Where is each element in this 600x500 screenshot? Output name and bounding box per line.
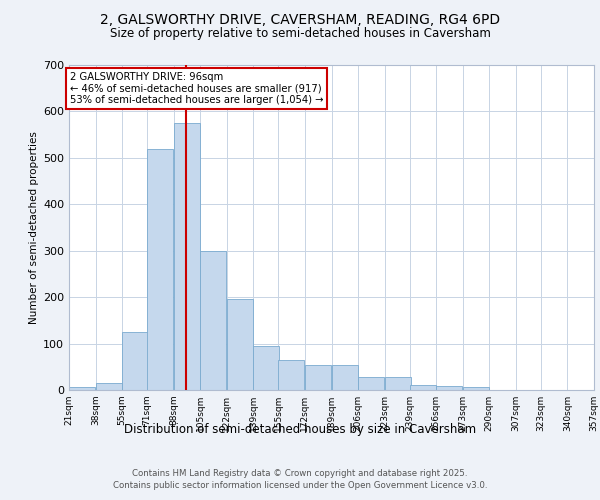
Bar (173, 123, 200, 390)
Y-axis label: Number of semi-detached properties: Number of semi-detached properties (29, 131, 39, 324)
Text: 2, GALSWORTHY DRIVE, CAVERSHAM, READING, RG4 6PD: 2, GALSWORTHY DRIVE, CAVERSHAM, READING,… (100, 12, 500, 26)
Bar (436, 386, 462, 390)
Bar (463, 387, 489, 390)
Bar (253, 346, 280, 390)
Bar (358, 378, 384, 390)
Text: Size of property relative to semi-detached houses in Caversham: Size of property relative to semi-detach… (110, 28, 490, 40)
Bar (147, 148, 173, 390)
Bar (69, 387, 95, 390)
Text: Contains HM Land Registry data © Crown copyright and database right 2025.: Contains HM Land Registry data © Crown c… (132, 469, 468, 478)
Bar (305, 365, 331, 390)
Bar (95, 383, 122, 390)
Bar (385, 377, 411, 390)
Text: 2 GALSWORTHY DRIVE: 96sqm
← 46% of semi-detached houses are smaller (917)
53% of: 2 GALSWORTHY DRIVE: 96sqm ← 46% of semi-… (70, 72, 323, 105)
Bar (331, 365, 358, 390)
Bar (278, 360, 304, 390)
Text: Contains public sector information licensed under the Open Government Licence v3: Contains public sector information licen… (113, 481, 487, 490)
Bar (122, 332, 148, 390)
Bar (200, 250, 226, 390)
Bar (410, 386, 436, 390)
Text: Distribution of semi-detached houses by size in Caversham: Distribution of semi-detached houses by … (124, 422, 476, 436)
Bar (227, 299, 253, 390)
